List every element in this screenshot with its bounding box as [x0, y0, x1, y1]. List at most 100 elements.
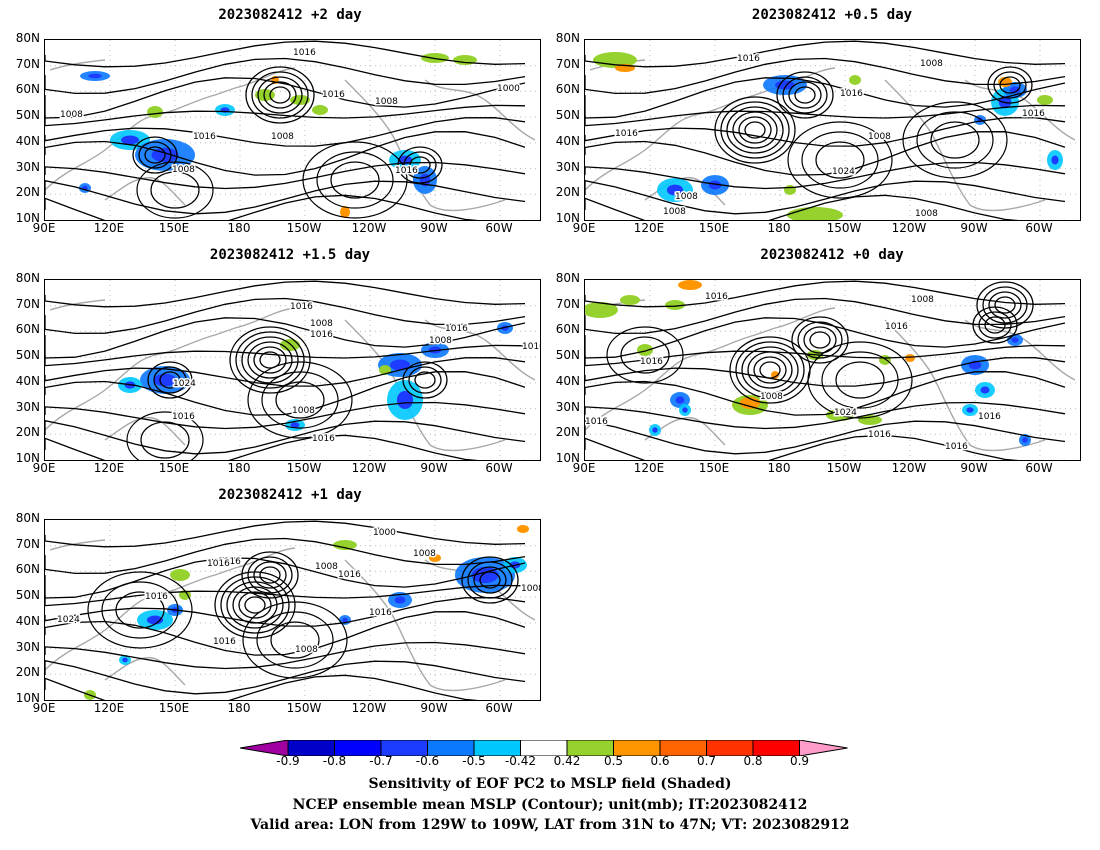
colorbar-tick-label: 0.7: [696, 754, 717, 768]
lon-tick-label: 180: [767, 221, 791, 235]
caption-line-1: Sensitivity of EOF PC2 to MSLP field (Sh…: [368, 776, 732, 792]
caption-line-3: Valid area: LON from 129W to 109W, LAT f…: [250, 817, 850, 833]
lat-tick-label: 80N: [15, 271, 40, 285]
lat-tick-label: 80N: [555, 31, 580, 45]
lat-tick-label: 20N: [15, 425, 40, 440]
coastlines: [45, 539, 536, 692]
contour-label: 1024: [173, 379, 196, 389]
lat-tick-label: 40N: [15, 133, 40, 148]
lat-tick-label: 50N: [555, 348, 580, 363]
lon-tick-label: 60W: [1025, 221, 1053, 235]
contour-label: 1016: [293, 48, 316, 58]
lon-tick-label: 150W: [286, 461, 322, 475]
coastlines: [585, 59, 1076, 212]
lat-tick-label: 10N: [555, 211, 580, 225]
lon-tick-label: 150E: [158, 221, 190, 235]
lon-tick-label: 60W: [485, 701, 513, 715]
lon-tick-label: 150E: [698, 461, 730, 475]
contour-label: 1016: [945, 442, 968, 452]
contour-label: 1008: [429, 336, 452, 346]
contour-label: 1016: [395, 166, 418, 176]
lat-tick-label: 40N: [15, 373, 40, 388]
caption-line-2: NCEP ensemble mean MSLP (Contour); unit(…: [292, 797, 808, 813]
lat-tick-label: 10N: [15, 451, 40, 465]
contour-label: 1016: [585, 417, 608, 427]
lon-tick-label: 120W: [351, 461, 387, 475]
contour-label: 1008: [920, 59, 943, 69]
contour-label: 1016: [978, 412, 1001, 422]
lon-tick-label: 90E: [572, 221, 596, 235]
lat-tick-label: 40N: [15, 613, 40, 628]
colorbar-high-arrow: [799, 740, 848, 756]
mslp-contours: [45, 280, 526, 460]
lon-tick-label: 90W: [420, 461, 448, 475]
lon-tick-label: 120E: [93, 701, 125, 715]
colorbar-tick-label: -0.8: [322, 754, 347, 768]
contour-label: 1008: [413, 549, 436, 559]
mslp-contours: [585, 280, 1066, 460]
map-canvas-p1: 1016 1016 1000 1008 1008 1016 1008 1016 1008: [45, 40, 540, 220]
contour-label: 1016: [737, 54, 760, 64]
contour-label: 1008: [375, 97, 398, 107]
contour-label: 1016: [338, 570, 361, 580]
dotted-grid: [45, 280, 540, 460]
map-panel-p5: 1000100810161008101610161016101610081024…: [44, 519, 541, 701]
contour-label: 1008: [271, 132, 294, 142]
lon-tick-label: 90W: [420, 221, 448, 235]
contour-label: 1008: [295, 645, 318, 655]
colorbar-tick-label: -0.7: [369, 754, 393, 768]
contour-label: 1016: [522, 342, 540, 352]
lon-tick-label: 120E: [633, 221, 665, 235]
panel-title-p1: 2023082412 +2 day: [218, 7, 362, 23]
lon-tick-label: 90W: [960, 461, 988, 475]
contour-label: 1016: [840, 89, 863, 99]
lat-tick-label: 70N: [555, 296, 580, 311]
contour-label: 1016: [322, 90, 345, 100]
lon-tick-label: 90E: [32, 221, 56, 235]
lon-tick-label: 150W: [286, 221, 322, 235]
contour-label: 1000: [373, 528, 396, 538]
colorbar: [240, 740, 848, 756]
contour-label: 1016: [172, 412, 195, 422]
sensitivity-shading: [585, 280, 1031, 446]
lon-tick-label: 90E: [32, 701, 56, 715]
lon-tick-label: 150E: [698, 221, 730, 235]
lat-tick-label: 10N: [15, 691, 40, 705]
contour-label: 1000: [497, 84, 520, 94]
colorbar-tick-label: 0.9: [789, 754, 810, 768]
lat-tick-label: 50N: [15, 588, 40, 603]
contour-label: 1008: [675, 192, 698, 202]
panel-title-p2: 2023082412 +0.5 day: [751, 7, 913, 23]
lon-tick-label: 60W: [485, 221, 513, 235]
contour-label: 1016: [218, 557, 241, 567]
lat-tick-label: 50N: [555, 108, 580, 123]
coastlines: [585, 299, 1076, 452]
lat-tick-label: 70N: [555, 56, 580, 71]
contour-label: 1016: [193, 132, 216, 142]
contour-label: 1016: [369, 608, 392, 618]
lat-tick-label: 60N: [555, 322, 580, 337]
mslp-contours: [45, 40, 526, 220]
contour-label: 1016: [207, 559, 230, 569]
sensitivity-shading: [593, 52, 1063, 220]
contour-label: 1008: [915, 209, 938, 219]
map-canvas-p5: 1000100810161008101610161016101610081024…: [45, 520, 540, 700]
contour-label: 1016: [213, 637, 236, 647]
lat-tick-label: 80N: [15, 31, 40, 45]
lat-tick-label: 20N: [15, 185, 40, 200]
map-panel-p2: 1016 1008 1016 1016 1016 1008 1024 1008 1008 1008: [584, 39, 1081, 221]
contour-label: 1016: [445, 324, 468, 334]
lat-tick-label: 30N: [555, 159, 580, 174]
map-panel-p4: 1016 1008 1016 1016 1008 1024 1016 1016 1016 1016: [584, 279, 1081, 461]
lat-tick-label: 60N: [15, 322, 40, 337]
contour-label: 1008: [868, 132, 891, 142]
contour-label: 1016: [705, 292, 728, 302]
lon-tick-label: 120E: [93, 221, 125, 235]
map-canvas-p3: 1016100810161016100810161024101610081016: [45, 280, 540, 460]
lon-tick-label: 180: [227, 461, 251, 475]
lat-tick-label: 70N: [15, 296, 40, 311]
lat-tick-label: 30N: [15, 399, 40, 414]
colorbar-tick-label: 0.42: [553, 754, 581, 768]
map-panel-p3: 1016100810161016100810161024101610081016: [44, 279, 541, 461]
contour-label: 1024: [57, 615, 80, 625]
